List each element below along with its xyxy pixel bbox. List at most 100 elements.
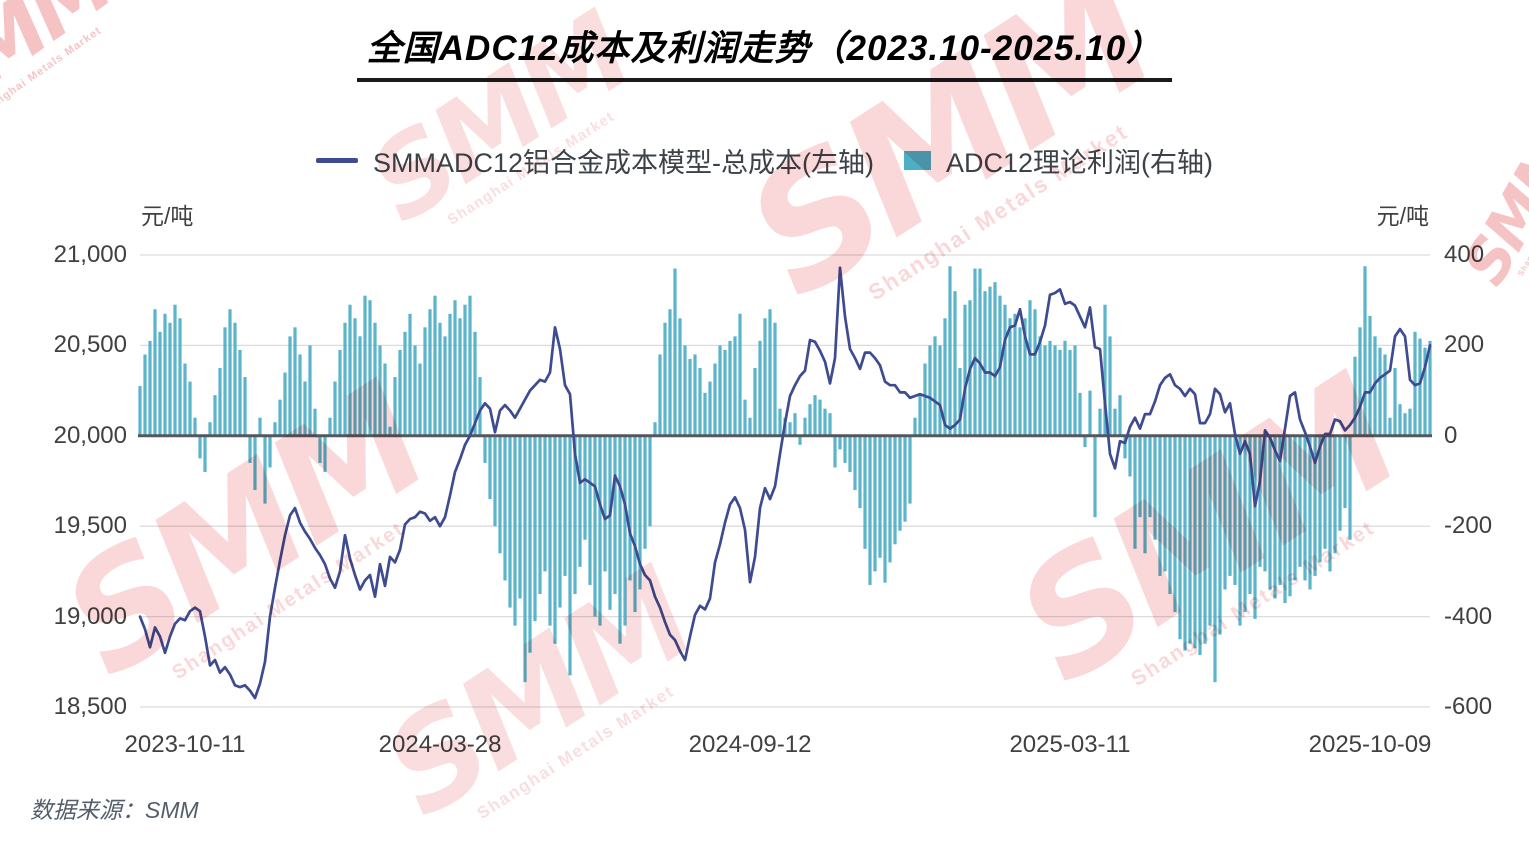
profit-bar (1168, 435, 1172, 594)
profit-bar (808, 404, 812, 436)
profit-bar (1163, 435, 1167, 572)
legend-label-profit: ADC12理论利润(右轴) (945, 148, 1214, 178)
profit-bar (303, 381, 307, 436)
profit-bar (403, 331, 407, 436)
profit-bar (273, 422, 277, 436)
profit-bar (1273, 435, 1277, 599)
profit-bar (628, 435, 632, 581)
profit-bar (953, 291, 957, 436)
profit-bar (493, 435, 497, 527)
profit-bar (1188, 435, 1192, 644)
left-axis-tick-label: 20,500 (53, 331, 127, 359)
profit-bar (603, 435, 607, 572)
profit-bar (238, 349, 242, 436)
profit-bar (548, 435, 552, 626)
profit-bar (743, 399, 747, 436)
profit-bar (573, 435, 577, 594)
left-axis-tick-label: 19,500 (53, 512, 127, 540)
profit-bar (158, 331, 162, 436)
legend-item-cost-line: SMMADC12铝合金成本模型-总成本(左轴) (315, 141, 874, 180)
profit-bar (1013, 313, 1017, 436)
legend: SMMADC12铝合金成本模型-总成本(左轴) ADC12理论利润(右轴) (0, 141, 1529, 180)
profit-bar (458, 318, 462, 436)
profit-bar (1073, 345, 1077, 436)
profit-bar (828, 413, 832, 436)
profit-bar (1118, 395, 1122, 436)
profit-bar (563, 435, 567, 576)
line-series-swatch-icon (315, 158, 358, 163)
profit-bar (1348, 435, 1352, 540)
legend-item-profit-bar: ADC12理论利润(右轴) (903, 141, 1214, 180)
profit-bar (1223, 435, 1227, 590)
profit-bar (938, 345, 942, 436)
profit-bar (1203, 435, 1207, 644)
profit-bar (703, 392, 707, 436)
profit-bar (673, 268, 677, 436)
right-axis-tick-label: -600 (1444, 693, 1493, 720)
profit-bar (178, 318, 182, 436)
profit-bar (788, 422, 792, 436)
profit-bar (838, 435, 842, 450)
profit-bar (578, 435, 582, 567)
profit-bar (893, 435, 897, 545)
profit-bar (888, 435, 892, 563)
profit-bar (508, 435, 512, 608)
profit-bar (778, 408, 782, 436)
profit-bar (658, 354, 662, 436)
profit-bar (353, 318, 357, 436)
profit-bar (1363, 266, 1367, 436)
profit-bar (278, 399, 282, 436)
x-axis-tick-label: 2024-03-28 (378, 731, 502, 758)
profit-bar (738, 313, 742, 436)
profit-bar (1028, 300, 1032, 436)
profit-bar (1233, 435, 1237, 585)
profit-bar (753, 368, 757, 436)
profit-bar (648, 435, 652, 527)
profit-bar (1083, 435, 1087, 448)
profit-bar (988, 286, 992, 436)
profit-bar (203, 435, 207, 472)
profit-bar (678, 318, 682, 436)
profit-bar (208, 422, 212, 436)
right-axis-tick-label: -400 (1444, 602, 1493, 630)
profit-bar (288, 336, 292, 436)
profit-bar (1228, 435, 1232, 576)
profit-bar (638, 435, 642, 590)
profit-bar (993, 282, 997, 436)
profit-bar (908, 435, 912, 504)
x-axis-tick-label: 2025-10-09 (1308, 731, 1432, 758)
profit-bar (143, 354, 147, 436)
profit-bar (183, 363, 187, 436)
x-axis-tick-label: 2025-03-11 (1009, 731, 1131, 758)
profit-bar (213, 395, 217, 436)
legend-label-cost: SMMADC12铝合金成本模型-总成本(左轴) (372, 148, 874, 178)
profit-bar (878, 435, 882, 558)
profit-bar (1403, 413, 1407, 436)
left-axis-tick-label: 20,000 (53, 421, 127, 449)
profit-bar (1253, 435, 1257, 619)
left-axis-tick-label: 19,000 (53, 602, 127, 630)
profit-bar (848, 435, 852, 472)
profit-bar (653, 422, 657, 436)
profit-bar (228, 309, 232, 436)
profit-bar (1358, 327, 1362, 436)
profit-bar (558, 435, 562, 608)
profit-bar (568, 435, 572, 676)
profit-bar (928, 345, 932, 436)
profit-bar (1418, 338, 1422, 436)
profit-bar (293, 327, 297, 436)
profit-bar (1048, 340, 1052, 436)
profit-bar (613, 435, 617, 594)
profit-bar (1428, 340, 1432, 436)
profit-bar (148, 340, 152, 436)
profit-bar (298, 354, 302, 436)
page-title: 全国ADC12成本及利润走势（2023.10-2025.10） (0, 20, 1529, 82)
profit-bar (963, 304, 967, 436)
profit-bar (513, 435, 517, 626)
profit-bar (163, 313, 167, 436)
profit-bar (258, 417, 262, 436)
profit-bar (138, 386, 142, 436)
profit-bar (243, 377, 247, 436)
profit-bar (1018, 327, 1022, 436)
